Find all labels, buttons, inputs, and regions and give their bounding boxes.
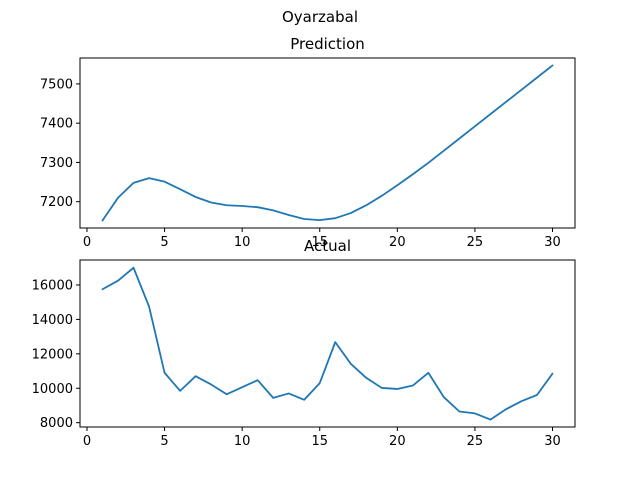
prediction-y-tick-label: 7200 xyxy=(40,195,73,210)
actual-x-tick-label: 5 xyxy=(160,434,168,449)
prediction-chart: Prediction 0 5 10 15 20 25 30 7200 7300 7400 7500 xyxy=(40,35,576,250)
prediction-x-tick-label: 0 xyxy=(83,235,91,250)
actual-y-tick-label: 8000 xyxy=(40,416,73,431)
actual-series-line xyxy=(101,266,554,421)
actual-y-tick-label: 14000 xyxy=(32,313,73,328)
figure-suptitle: Oyarzabal xyxy=(282,8,358,26)
prediction-y-tick-label: 7300 xyxy=(40,156,73,171)
prediction-x-tick-label: 5 xyxy=(160,235,168,250)
actual-x-tick-label: 30 xyxy=(544,434,561,449)
actual-x-tick-label: 20 xyxy=(389,434,406,449)
prediction-plot-area xyxy=(79,57,576,229)
actual-chart-marks: 0 5 10 15 20 25 30 8000 10000 12000 14000 16000 xyxy=(32,266,561,449)
actual-y-tick-label: 10000 xyxy=(32,382,73,397)
actual-x-tick-label: 25 xyxy=(467,434,484,449)
prediction-y-tick-label: 7500 xyxy=(40,77,73,92)
prediction-x-tick-label: 10 xyxy=(234,235,251,250)
actual-chart: Actual 0 5 10 15 20 25 30 8000 10000 12000 14000 16… xyxy=(32,237,576,449)
actual-plot-area xyxy=(79,259,576,428)
prediction-chart-marks: 0 5 10 15 20 25 30 7200 7300 7400 7500 xyxy=(40,64,561,250)
prediction-chart-title: Prediction xyxy=(290,35,365,53)
prediction-x-tick-label: 25 xyxy=(467,235,484,250)
prediction-y-tick-label: 7400 xyxy=(40,117,73,132)
prediction-x-tick-label: 15 xyxy=(311,235,328,250)
actual-x-tick-label: 0 xyxy=(83,434,91,449)
prediction-x-tick-label: 30 xyxy=(544,235,561,250)
actual-y-tick-label: 16000 xyxy=(32,278,73,293)
actual-chart-title: Actual xyxy=(304,237,351,255)
actual-y-tick-label: 12000 xyxy=(32,347,73,362)
actual-x-tick-label: 15 xyxy=(311,434,328,449)
prediction-x-tick-label: 20 xyxy=(389,235,406,250)
actual-x-tick-label: 10 xyxy=(234,434,251,449)
prediction-series-line xyxy=(101,64,554,222)
